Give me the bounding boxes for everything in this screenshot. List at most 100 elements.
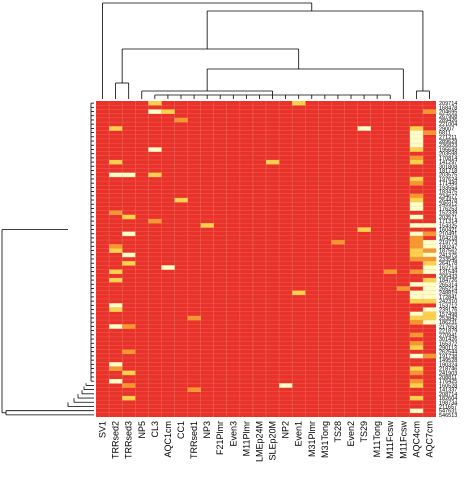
heatmap-cell xyxy=(148,101,162,106)
heatmap-cell xyxy=(422,252,437,258)
column-label: Even2 xyxy=(346,421,356,447)
column-label: CC1 xyxy=(176,421,186,439)
heatmap-cell xyxy=(109,244,123,249)
column-label: TRRsed2 xyxy=(111,421,121,459)
heatmap-cell xyxy=(266,159,280,165)
row-label: 219773 xyxy=(439,240,457,246)
heatmap-cell xyxy=(109,379,123,384)
heatmap-cell xyxy=(409,256,424,262)
heatmap-cell xyxy=(148,218,162,224)
row-label: 270941 xyxy=(439,333,457,339)
row-label: 172841 xyxy=(439,295,457,301)
heatmap-cell xyxy=(422,294,437,300)
column-label: TRRsed3 xyxy=(124,421,134,459)
heatmap-cell xyxy=(422,315,437,321)
heatmap-cell xyxy=(409,181,424,186)
row-label: 546513 xyxy=(439,413,457,419)
heatmap-cell xyxy=(383,269,398,275)
row-label: 289426 xyxy=(439,118,457,124)
row-label: 152339 xyxy=(439,211,457,217)
heatmap-cell xyxy=(409,244,424,249)
heatmap-cell xyxy=(422,109,437,114)
column-label: SLEp20M xyxy=(268,421,278,461)
heatmap-cell xyxy=(122,231,136,237)
heatmap-cell xyxy=(148,172,162,178)
heatmap-cell xyxy=(409,159,424,165)
column-labels: SV1 TRRsed2 TRRsed3 NP5 CL3 AQC1cm CC1 TRRsed1 N… xyxy=(98,421,435,463)
heatmap-cell xyxy=(109,172,123,178)
heatmap-cell xyxy=(422,320,437,325)
heatmap-cell xyxy=(422,307,437,312)
column-label: AQC1cm xyxy=(163,421,173,458)
heatmap-cell xyxy=(409,235,424,241)
row-label: 203571 xyxy=(439,215,457,221)
row-label: 191738 xyxy=(439,354,457,360)
heatmap-cell xyxy=(409,345,424,350)
row-label: 218746 xyxy=(439,367,457,373)
row-label: 186231 xyxy=(439,320,457,326)
heatmap-cell xyxy=(122,395,136,401)
row-label: 206433 xyxy=(439,274,457,280)
heatmap-cell xyxy=(109,269,123,275)
heatmap-cell xyxy=(422,231,437,237)
heatmap-cell xyxy=(422,240,437,245)
row-label: 176425 xyxy=(439,379,457,385)
row-label: 29007 xyxy=(439,126,454,132)
row-label: 198734 xyxy=(439,400,457,406)
row-label: 141337 xyxy=(439,388,457,394)
heatmap-cell xyxy=(200,223,214,228)
row-label: 6811 xyxy=(439,131,451,137)
heatmap-cell xyxy=(422,311,437,317)
heatmap-cell xyxy=(409,353,424,359)
column-label: TRRsed1 xyxy=(189,421,199,459)
column-label: NP2 xyxy=(281,421,291,439)
heatmap-cell xyxy=(422,223,437,228)
row-label: 141297 xyxy=(439,160,457,166)
heatmap-cell xyxy=(422,277,437,283)
heatmap-cell xyxy=(409,299,424,304)
heatmap-cell xyxy=(409,197,424,203)
column-label: M11Tong xyxy=(372,421,382,457)
column-label: CL3 xyxy=(150,421,160,438)
row-label: 183475 xyxy=(439,190,457,196)
row-label: 301808 xyxy=(439,164,457,170)
heatmap-cell xyxy=(409,395,424,401)
heatmap-cell xyxy=(409,193,424,199)
heatmap-cell xyxy=(187,387,201,393)
row-label: 253842 xyxy=(439,316,457,322)
row-label: 171449 xyxy=(439,181,457,187)
row-label: 171314 xyxy=(439,219,457,225)
row-label: 168478 xyxy=(439,105,457,111)
heatmap-cell xyxy=(122,324,136,329)
heatmap-cell xyxy=(409,379,424,384)
row-label: 197624 xyxy=(439,177,457,183)
row-label: 160421 xyxy=(439,228,457,234)
row-label: 204695 xyxy=(439,110,457,116)
heatmap-cell xyxy=(292,290,306,296)
row-label: 170814 xyxy=(439,156,457,162)
heatmap-cell xyxy=(109,248,123,253)
row-label: 301426 xyxy=(439,337,457,343)
heatmap-cell xyxy=(422,286,437,291)
row-label: 290113 xyxy=(439,345,457,351)
row-label: 236823 xyxy=(439,143,457,149)
heatmap-cell xyxy=(409,252,424,258)
row-label: 165372 xyxy=(439,341,457,347)
column-label: F21Plmr xyxy=(215,421,225,455)
row-label: 180247 xyxy=(439,244,457,250)
column-label: LMEp24M xyxy=(254,421,264,462)
heatmap-cell xyxy=(409,143,424,148)
column-label: M11Fcsw xyxy=(398,421,408,459)
heatmap-cell xyxy=(409,176,424,182)
row-label: 245912 xyxy=(439,202,457,208)
row-label: 265314 xyxy=(439,282,457,288)
row-label: 208714 xyxy=(439,392,457,398)
heatmap-cell xyxy=(409,202,424,207)
heatmap-cell xyxy=(422,269,437,275)
heatmap-cell xyxy=(122,383,136,388)
row-label: 162714 xyxy=(439,265,457,271)
heatmap-cell xyxy=(422,290,437,296)
heatmap-cell xyxy=(148,109,162,114)
heatmap-cell xyxy=(122,214,136,220)
heatmap-cell xyxy=(396,286,411,291)
